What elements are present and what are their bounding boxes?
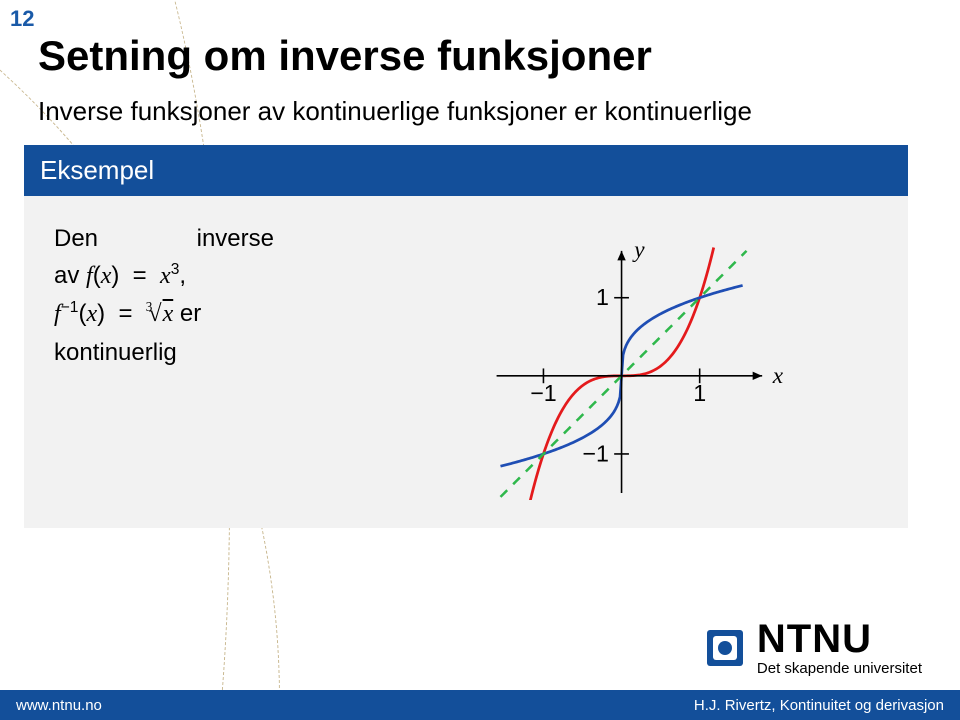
math: x [162, 301, 174, 327]
example-text: Den inverse av f(x) = x3, f−1(x) = 3√x e… [54, 220, 304, 371]
math: x [86, 301, 97, 327]
math: −1 [61, 299, 79, 316]
math: f [86, 263, 93, 289]
svg-text:−1: −1 [530, 380, 556, 406]
subtitle: Inverse funksjoner av kontinuerlige funk… [38, 94, 922, 129]
math: x [160, 263, 171, 289]
logo-text: NTNU Det skapende universitet [757, 619, 922, 676]
page-number: 12 [10, 6, 34, 32]
footer-left: www.ntnu.no [16, 697, 102, 714]
example-header: Eksempel [24, 145, 908, 196]
text: er [173, 300, 201, 327]
math: f [54, 301, 61, 327]
svg-text:1: 1 [596, 284, 609, 310]
logo-sub: Det skapende universitet [757, 661, 922, 676]
text: kontinuerlig [54, 334, 304, 371]
svg-text:x: x [772, 363, 784, 389]
math: ( [93, 262, 101, 289]
page-title: Setning om inverse funksjoner [38, 32, 922, 80]
svg-text:y: y [632, 237, 645, 263]
chart-svg: −1 1 −1 1 x y [421, 220, 801, 500]
content: Setning om inverse funksjoner Inverse fu… [38, 32, 922, 528]
text: inverse [197, 220, 274, 257]
logo: NTNU Det skapende universitet [705, 619, 922, 676]
text: , [179, 262, 186, 289]
footer-right: H.J. Rivertz, Kontinuitet og derivasjon [694, 697, 944, 714]
math: ) [97, 300, 105, 327]
svg-text:−1: −1 [582, 440, 608, 466]
math: ) [111, 262, 119, 289]
logo-main: NTNU [757, 619, 922, 659]
example-box: Den inverse av f(x) = x3, f−1(x) = 3√x e… [24, 196, 908, 528]
text: Den [54, 220, 98, 257]
slide: 12 Setning om inverse funksjoner Inverse… [0, 0, 960, 720]
math: 3 [146, 299, 153, 314]
math: x [101, 263, 112, 289]
footer: www.ntnu.no H.J. Rivertz, Kontinuitet og… [0, 690, 960, 720]
logo-mark-icon [705, 628, 745, 668]
svg-text:1: 1 [693, 380, 706, 406]
text: av [54, 262, 86, 289]
chart: −1 1 −1 1 x y [344, 220, 878, 500]
